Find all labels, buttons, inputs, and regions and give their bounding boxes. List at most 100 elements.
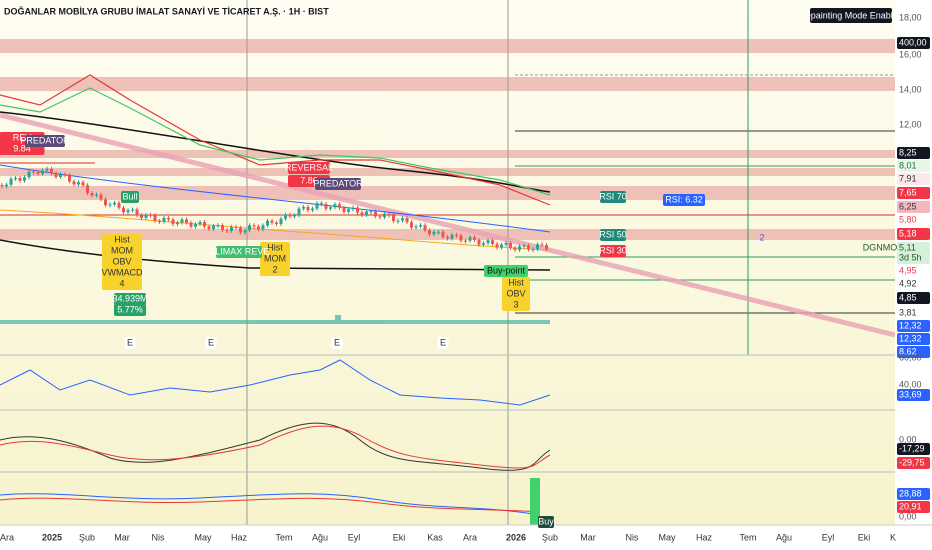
label: E <box>334 337 340 347</box>
candle <box>369 211 373 213</box>
signal-bar <box>530 478 540 525</box>
label: 18,00 <box>899 12 922 22</box>
label: 12,00 <box>899 119 922 129</box>
candle <box>428 230 431 235</box>
candle <box>302 206 305 209</box>
label: 7.86 <box>300 175 318 185</box>
candle <box>360 212 364 216</box>
time-label: Haz <box>231 532 248 542</box>
candle <box>495 243 499 248</box>
label: 16,00 <box>899 49 922 59</box>
candle <box>131 209 134 211</box>
candle <box>518 246 521 250</box>
label: Hist <box>267 242 283 252</box>
label-bg <box>897 389 930 401</box>
candle <box>311 208 314 211</box>
label: Buy <box>538 516 554 526</box>
label: Bull <box>122 191 137 201</box>
candle <box>486 240 490 244</box>
candle <box>329 207 332 209</box>
candle <box>95 194 98 196</box>
label: 4,95 <box>899 265 917 275</box>
label: RSI 70 <box>599 191 627 201</box>
label: 3d 5h <box>899 252 922 262</box>
candle <box>14 178 17 180</box>
candle <box>459 235 463 241</box>
label-bg <box>315 178 361 190</box>
candle <box>113 202 116 205</box>
candle <box>203 222 206 227</box>
candle <box>50 168 53 174</box>
candle <box>135 209 139 216</box>
label-bg <box>897 160 930 172</box>
labels: 18,00 400,00 16,00 14,00 12,00 8,25 8,01 7,91 7,… <box>0 12 930 542</box>
candle <box>468 237 472 241</box>
label-bg <box>897 320 930 332</box>
candle <box>437 231 440 233</box>
candle <box>540 244 544 246</box>
label: 8,25 <box>899 147 917 157</box>
label: RSI 50 <box>599 229 627 239</box>
candle <box>149 214 152 216</box>
label-bg <box>897 457 930 469</box>
candle <box>455 234 458 236</box>
candle <box>153 215 157 221</box>
label: 5,18 <box>899 228 917 238</box>
candle <box>126 210 130 213</box>
candle <box>473 237 476 240</box>
candle <box>81 182 85 186</box>
candle <box>63 174 67 176</box>
candle <box>513 247 517 250</box>
label-bg <box>897 292 930 304</box>
candle <box>252 225 256 227</box>
label: 5,11 <box>899 242 916 252</box>
candle <box>257 226 260 230</box>
candle <box>243 230 247 233</box>
label: 28,88 <box>899 488 922 498</box>
candle <box>527 245 530 250</box>
label: RSI 30 <box>599 245 627 255</box>
time-label: Eyl <box>348 532 361 542</box>
time-label: Şub <box>542 532 558 542</box>
candle <box>509 243 512 248</box>
candle <box>185 219 188 223</box>
candle <box>522 245 526 247</box>
label-bg <box>600 229 626 241</box>
candle <box>545 245 548 249</box>
candle <box>194 224 197 227</box>
candle <box>27 171 31 178</box>
label-bg <box>102 267 142 279</box>
candle <box>0 185 4 187</box>
candle <box>122 207 125 213</box>
candle <box>536 244 539 250</box>
candle <box>387 213 391 216</box>
candle <box>90 193 94 196</box>
label: VWMACD <box>102 267 143 277</box>
label: 3,81 <box>899 307 917 317</box>
time-label: Eki <box>858 532 871 542</box>
label: RSI: 6.32 <box>665 194 703 204</box>
label-bg <box>897 333 930 345</box>
time-label: Eki <box>393 532 406 542</box>
candle <box>248 225 251 231</box>
candle <box>167 217 170 220</box>
candle <box>392 215 395 222</box>
label-bg <box>260 242 290 254</box>
candle <box>32 171 35 173</box>
candle <box>68 174 71 182</box>
label-bg <box>897 173 930 185</box>
time-label: K <box>890 532 896 542</box>
candle <box>45 168 49 171</box>
label-bg <box>897 242 930 254</box>
label: 14,00 <box>899 84 922 94</box>
candle <box>198 222 202 225</box>
label-bg <box>205 337 217 349</box>
candle <box>230 226 233 231</box>
time-label: Mar <box>580 532 596 542</box>
candle <box>144 214 148 218</box>
badge-text: Repainting Mode Enabled <box>799 10 903 20</box>
label: 33,69 <box>899 389 922 399</box>
osc-line-2 <box>0 497 541 513</box>
rsi-line <box>0 359 551 406</box>
candle <box>216 225 220 227</box>
